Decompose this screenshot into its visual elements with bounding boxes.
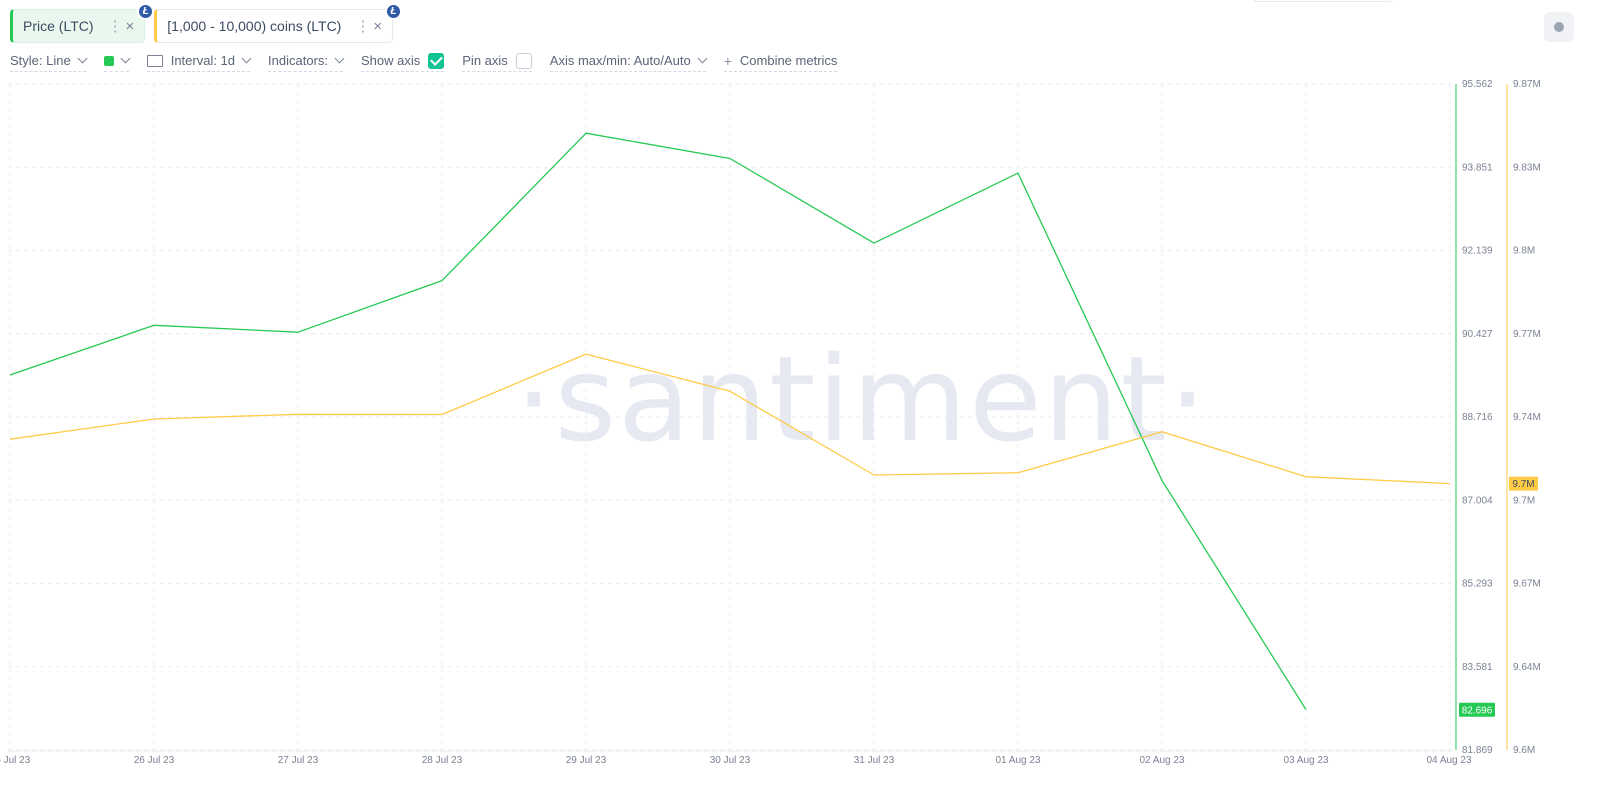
- left-y-tick-label: 95.562: [1462, 79, 1493, 90]
- plus-icon: +: [723, 52, 732, 69]
- left-y-tick-label: 92.139: [1462, 246, 1493, 257]
- left-y-tick-label: 93.851: [1462, 162, 1493, 173]
- metric-tab-coins[interactable]: [1,000 - 10,000) coins (LTC) ⋮ × Ł: [154, 3, 403, 43]
- color-swatch: [103, 55, 114, 66]
- x-tick-label: 31 Jul 23: [854, 755, 895, 766]
- chart-toolbar: Style: Line Interval: 1d Indicators: Sho…: [10, 52, 855, 72]
- settings-button[interactable]: [1544, 12, 1574, 42]
- x-tick-label: 29 Jul 23: [566, 755, 607, 766]
- price-last-value-badge: [1459, 702, 1495, 717]
- right-y-tick-label: 9.83M: [1513, 162, 1541, 173]
- x-tick-label: 02 Aug 23: [1139, 755, 1184, 766]
- close-icon[interactable]: ×: [373, 17, 383, 35]
- show-axis-toggle[interactable]: Show axis: [361, 52, 445, 72]
- metric-tab-price[interactable]: Price (LTC) ⋮ × Ł: [10, 3, 155, 43]
- pin-axis-label: Pin axis: [462, 53, 508, 68]
- combine-metrics-button[interactable]: + Combine metrics: [723, 52, 838, 72]
- interval-label: Interval: 1d: [170, 53, 236, 68]
- color-dropdown[interactable]: [103, 52, 131, 72]
- combine-metrics-label: Combine metrics: [739, 53, 838, 68]
- style-dropdown[interactable]: Style: Line: [10, 52, 88, 72]
- pin-axis-checkbox[interactable]: [515, 52, 532, 69]
- left-y-tick-label: 88.716: [1462, 412, 1493, 423]
- right-y-tick-label: 9.74M: [1513, 412, 1541, 423]
- metric-tabs: Price (LTC) ⋮ × Ł [1,000 - 10,000) coins…: [10, 3, 403, 43]
- pin-axis-toggle[interactable]: Pin axis: [462, 52, 532, 72]
- x-tick-label: 01 Aug 23: [995, 755, 1040, 766]
- x-tick-label: 25 Jul 23: [0, 755, 31, 766]
- coins-last-value-badge: [1509, 476, 1538, 491]
- left-y-tick-label: 90.427: [1462, 329, 1493, 340]
- litecoin-icon: Ł: [137, 3, 155, 20]
- style-label: Style: Line: [10, 53, 71, 68]
- axis-maxmin-label: Axis max/min: Auto/Auto: [549, 53, 691, 68]
- litecoin-icon: Ł: [385, 3, 403, 20]
- santiment-watermark: ·santiment·: [515, 330, 1209, 468]
- left-y-tick-label: 87.004: [1462, 495, 1493, 506]
- left-y-tick-label: 83.581: [1462, 662, 1493, 673]
- x-tick-label: 30 Jul 23: [710, 755, 751, 766]
- left-y-tick-label: 85.293: [1462, 579, 1493, 590]
- coins-series-line: [9, 353, 1451, 485]
- interval-dropdown[interactable]: Interval: 1d: [146, 52, 252, 72]
- right-y-tick-label: 9.87M: [1513, 79, 1541, 90]
- right-y-tick-label: 9.6M: [1513, 745, 1535, 756]
- right-y-tick-label: 9.77M: [1513, 329, 1541, 340]
- x-tick-label: 26 Jul 23: [134, 755, 175, 766]
- indicators-dropdown[interactable]: Indicators:: [268, 52, 345, 72]
- indicators-label: Indicators:: [268, 53, 329, 68]
- axis-maxmin-dropdown[interactable]: Axis max/min: Auto/Auto: [549, 52, 708, 72]
- show-axis-checkbox[interactable]: [428, 52, 445, 69]
- coins-last-value-label: 9.7M: [1512, 479, 1534, 490]
- metric-tab-label: Price (LTC): [23, 18, 94, 34]
- x-tick-label: 03 Aug 23: [1283, 755, 1328, 766]
- x-tick-label: 04 Aug 23: [1426, 755, 1471, 766]
- right-y-tick-label: 9.67M: [1513, 579, 1541, 590]
- right-y-tick-label: 9.64M: [1513, 662, 1541, 673]
- left-y-tick-label: 81.869: [1462, 745, 1493, 756]
- right-y-tick-label: 9.7M: [1513, 495, 1535, 506]
- x-tick-label: 27 Jul 23: [278, 755, 319, 766]
- price-series-line: [9, 132, 1307, 710]
- close-icon[interactable]: ×: [125, 17, 135, 35]
- ruler-icon: [146, 54, 163, 67]
- dot-icon: [1554, 22, 1564, 32]
- x-tick-label: 28 Jul 23: [422, 755, 463, 766]
- show-axis-label: Show axis: [361, 53, 421, 68]
- right-y-tick-label: 9.8M: [1513, 246, 1535, 257]
- price-last-value-label: 82.696: [1462, 705, 1493, 716]
- metric-tab-label: [1,000 - 10,000) coins (LTC): [167, 18, 342, 34]
